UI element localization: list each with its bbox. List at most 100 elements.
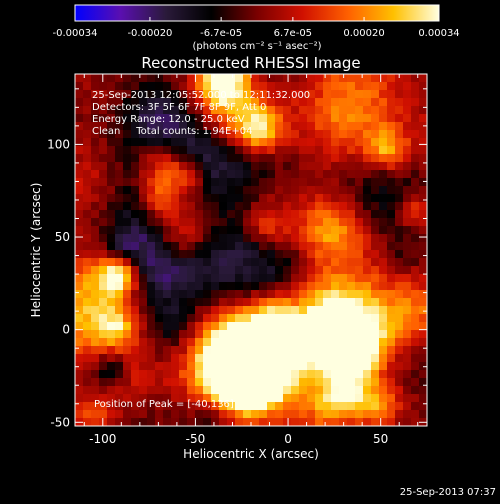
heatmap-cell — [251, 154, 260, 163]
heatmap-cell — [339, 290, 348, 299]
heatmap-cell — [347, 242, 356, 251]
heatmap-cell — [315, 162, 324, 171]
info-line-energy: Energy Range: 12.0 - 25.0 keV — [92, 114, 245, 125]
heatmap-cell — [323, 410, 332, 419]
heatmap-cell — [331, 298, 340, 307]
heatmap-cell — [291, 122, 300, 131]
heatmap-cell — [291, 266, 300, 275]
heatmap-cell — [203, 258, 212, 267]
heatmap-cell — [171, 146, 180, 155]
heatmap-cell — [395, 362, 404, 371]
heatmap-cell — [267, 186, 276, 195]
heatmap-cell — [347, 282, 356, 291]
heatmap-cell — [323, 210, 332, 219]
heatmap-cell — [339, 282, 348, 291]
heatmap-cell — [243, 290, 252, 299]
x-tick-label: -100 — [89, 432, 116, 446]
y-tick-label: 100 — [47, 137, 70, 151]
heatmap-cell — [267, 146, 276, 155]
heatmap-cell — [123, 306, 132, 315]
heatmap-cell — [395, 306, 404, 315]
heatmap-cell — [291, 258, 300, 267]
heatmap-cell — [123, 274, 132, 283]
heatmap-cell — [251, 90, 260, 99]
heatmap-cell — [251, 322, 260, 331]
heatmap-cell — [91, 362, 100, 371]
heatmap-cell — [307, 322, 316, 331]
heatmap-cell — [299, 290, 308, 299]
heatmap-cell — [115, 122, 124, 131]
heatmap-cell — [307, 418, 316, 426]
heatmap-cell — [115, 266, 124, 275]
heatmap-cell — [307, 386, 316, 395]
heatmap-cell — [347, 82, 356, 91]
heatmap-cell — [395, 82, 404, 91]
heatmap-cell — [203, 282, 212, 291]
heatmap-cell — [131, 114, 140, 123]
heatmap-cell — [219, 122, 228, 131]
heatmap-cell — [267, 242, 276, 251]
heatmap-cell — [379, 290, 388, 299]
heatmap-cell — [83, 362, 92, 371]
heatmap-cell — [179, 186, 188, 195]
heatmap-cell — [75, 210, 84, 219]
heatmap-cell — [147, 170, 156, 179]
heatmap-cell — [171, 234, 180, 243]
heatmap-cell — [323, 394, 332, 403]
heatmap-cell — [107, 338, 116, 347]
heatmap-cell — [227, 354, 236, 363]
heatmap-cell — [75, 82, 84, 91]
heatmap-cell — [283, 90, 292, 99]
heatmap-cell — [195, 194, 204, 203]
heatmap-cell — [123, 362, 132, 371]
heatmap-cell — [339, 178, 348, 187]
heatmap-cell — [307, 410, 316, 419]
heatmap-cell — [403, 90, 412, 99]
heatmap-cell — [411, 130, 420, 139]
heatmap-cell — [299, 90, 308, 99]
heatmap-cell — [323, 298, 332, 307]
heatmap-cell — [203, 114, 212, 123]
heatmap-cell — [363, 418, 372, 426]
heatmap-cell — [379, 74, 388, 83]
heatmap-cell — [347, 266, 356, 275]
heatmap-cell — [123, 186, 132, 195]
heatmap-cell — [131, 314, 140, 323]
heatmap-cell — [115, 234, 124, 243]
heatmap-cell — [211, 194, 220, 203]
heatmap-cell — [227, 234, 236, 243]
heatmap-cell — [75, 322, 84, 331]
heatmap-cell — [219, 330, 228, 339]
heatmap-cell — [115, 338, 124, 347]
heatmap-cell — [227, 98, 236, 107]
heatmap-cell — [379, 114, 388, 123]
heatmap-cell — [347, 146, 356, 155]
heatmap-cell — [331, 338, 340, 347]
heatmap-cell — [323, 146, 332, 155]
heatmap-cell — [235, 234, 244, 243]
heatmap-cell — [259, 234, 268, 243]
heatmap-cell — [187, 282, 196, 291]
heatmap-cell — [99, 298, 108, 307]
heatmap-cell — [91, 290, 100, 299]
heatmap-cell — [387, 130, 396, 139]
heatmap-cell — [187, 90, 196, 99]
heatmap-cell — [91, 258, 100, 267]
heatmap-cell — [251, 298, 260, 307]
heatmap-cell — [179, 298, 188, 307]
heatmap-cell — [243, 322, 252, 331]
heatmap-cell — [147, 274, 156, 283]
heatmap-cell — [363, 170, 372, 179]
heatmap-cell — [331, 402, 340, 411]
heatmap-cell — [299, 170, 308, 179]
heatmap-cell — [283, 170, 292, 179]
heatmap-cell — [163, 362, 172, 371]
heatmap-cell — [75, 346, 84, 355]
heatmap-cell — [379, 298, 388, 307]
heatmap-cell — [331, 210, 340, 219]
heatmap-cell — [395, 186, 404, 195]
heatmap-cell — [283, 314, 292, 323]
heatmap-cell — [251, 258, 260, 267]
heatmap-cell — [107, 378, 116, 387]
heatmap-cell — [195, 170, 204, 179]
